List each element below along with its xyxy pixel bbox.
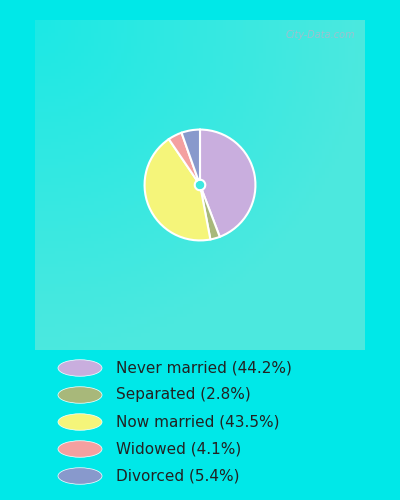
Text: Divorced (5.4%): Divorced (5.4%) <box>116 468 240 483</box>
Wedge shape <box>144 139 210 240</box>
Circle shape <box>58 468 102 484</box>
Circle shape <box>58 360 102 376</box>
Text: Separated (2.8%): Separated (2.8%) <box>116 388 251 402</box>
Text: City-Data.com: City-Data.com <box>286 30 355 40</box>
Wedge shape <box>169 132 198 180</box>
Wedge shape <box>201 190 220 240</box>
Wedge shape <box>200 130 256 237</box>
Circle shape <box>58 414 102 430</box>
Wedge shape <box>182 130 200 180</box>
Text: Never married (44.2%): Never married (44.2%) <box>116 360 292 376</box>
Text: Now married (43.5%): Now married (43.5%) <box>116 414 280 430</box>
Circle shape <box>58 441 102 457</box>
Circle shape <box>58 387 102 403</box>
Text: Widowed (4.1%): Widowed (4.1%) <box>116 442 241 456</box>
